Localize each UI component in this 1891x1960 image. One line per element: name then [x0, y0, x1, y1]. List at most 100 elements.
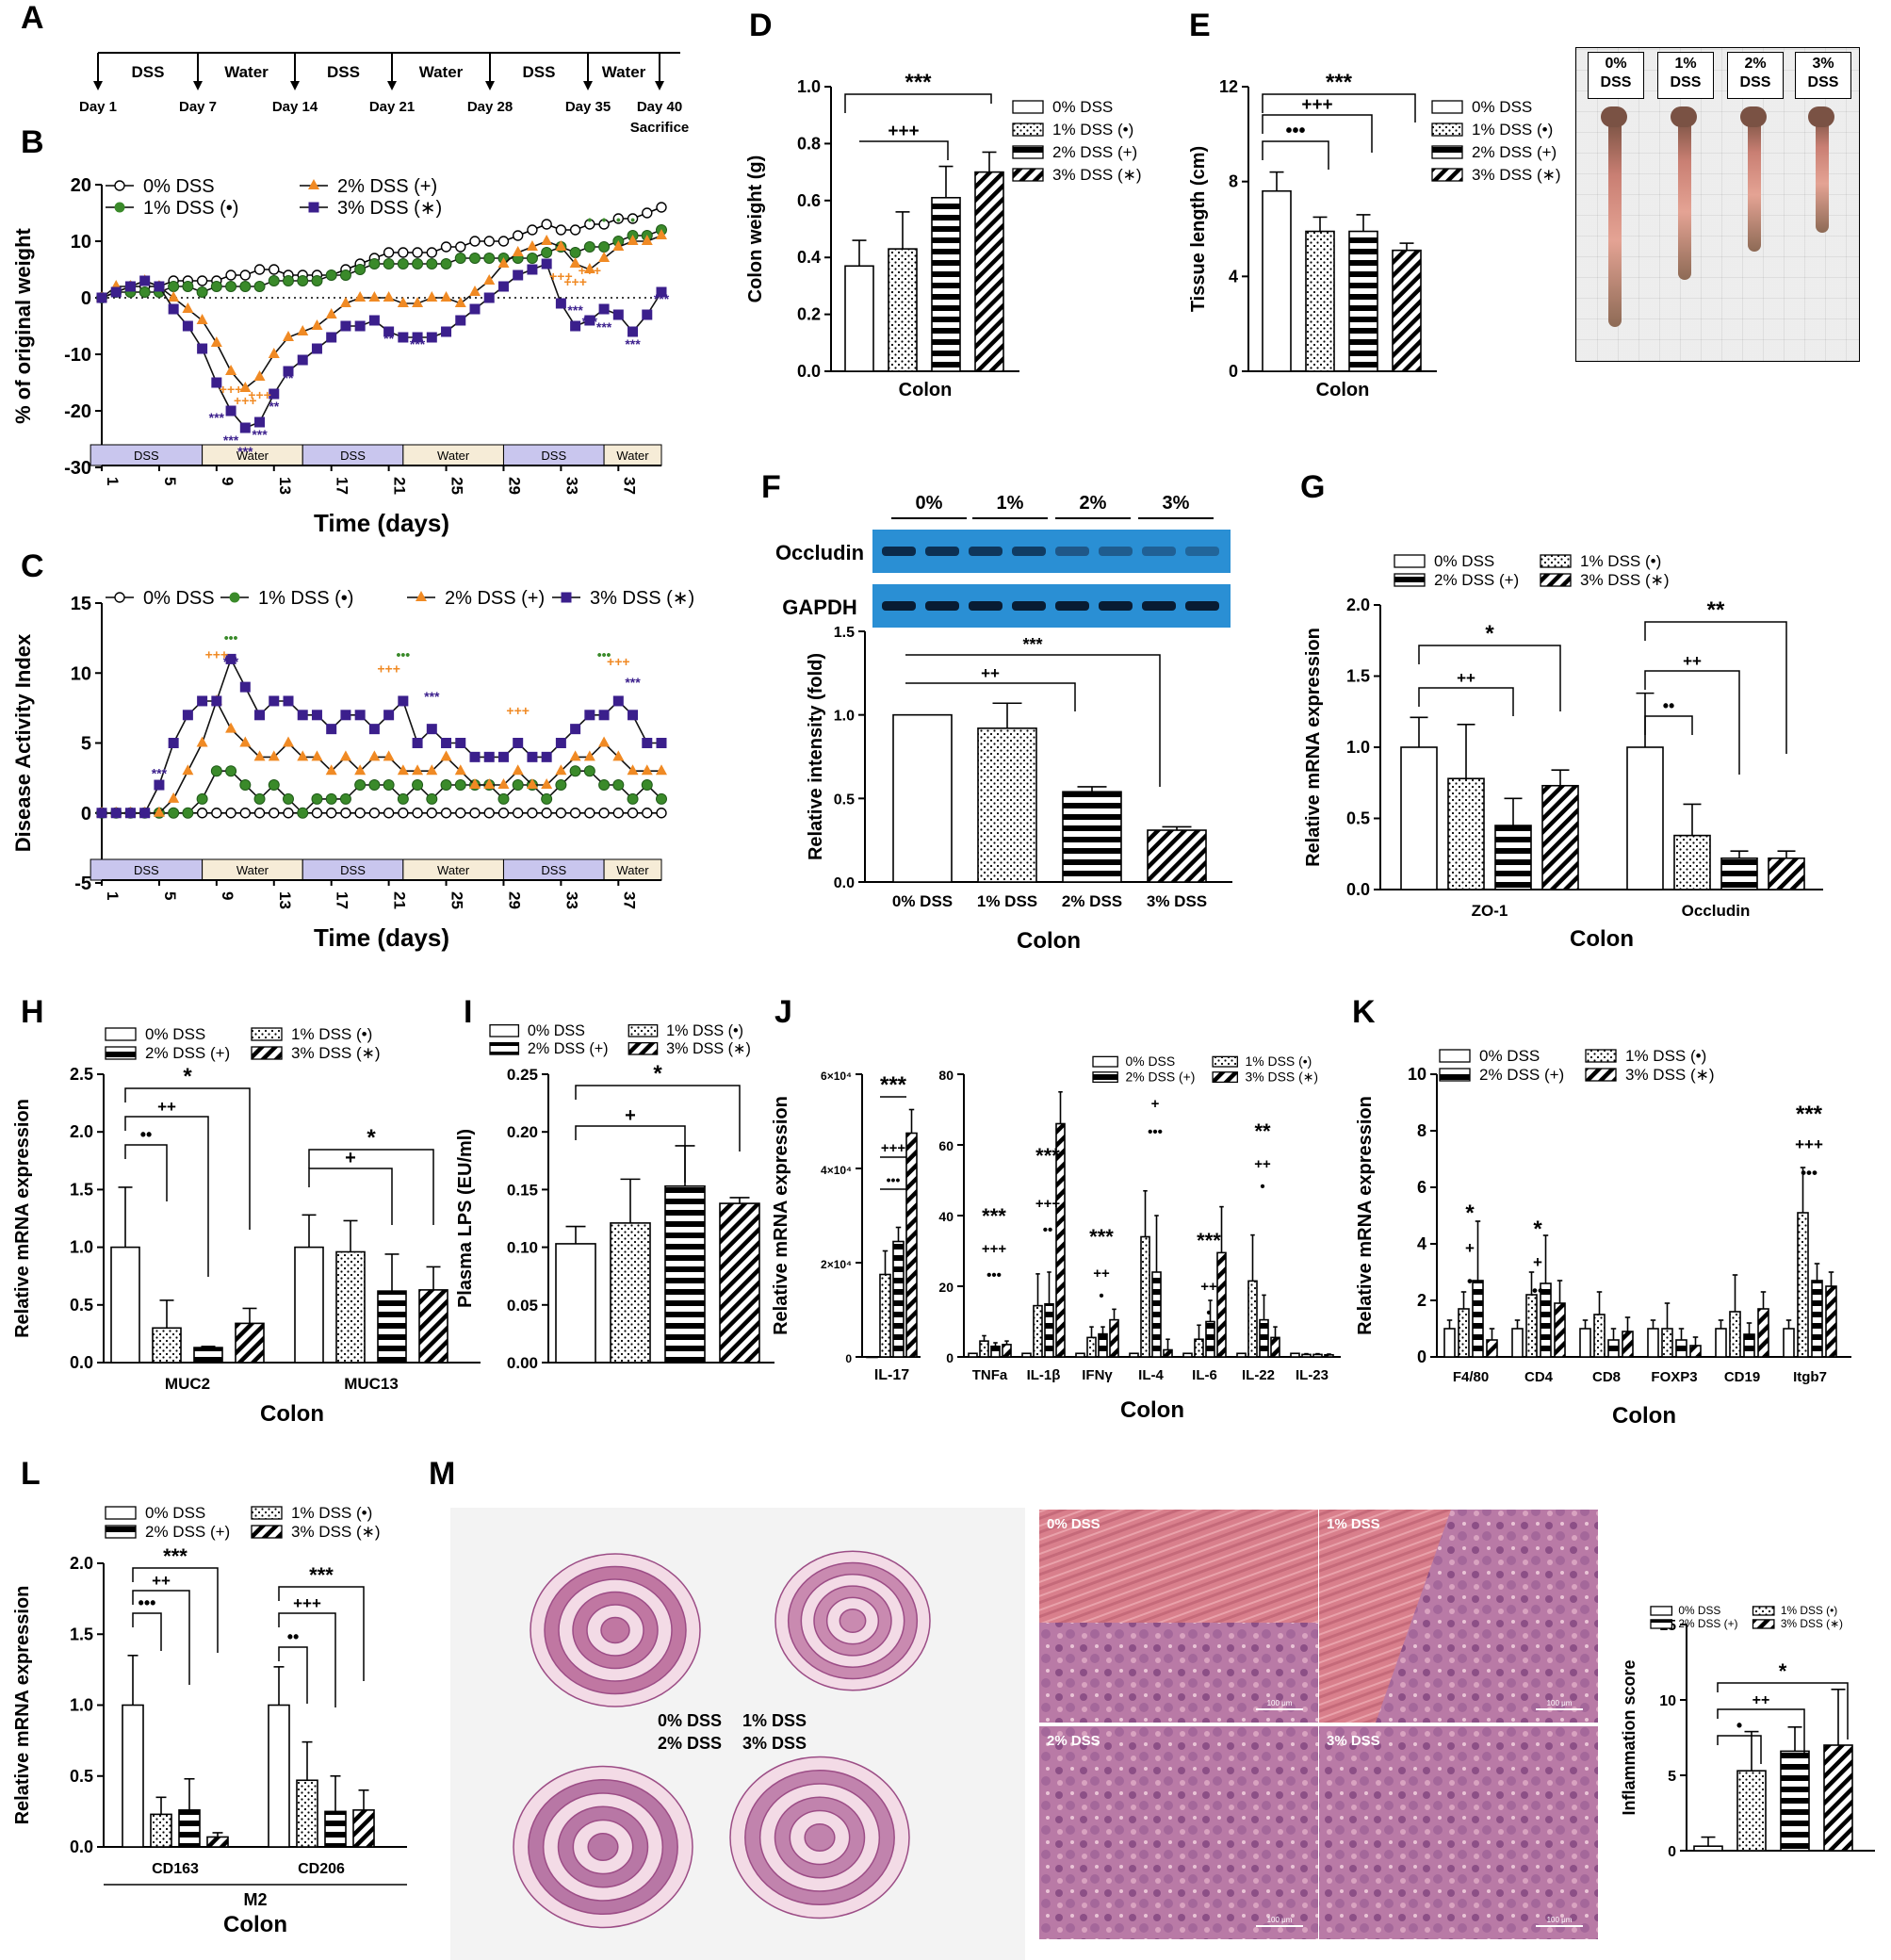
y-axis-label: Colon weight (g): [745, 155, 766, 303]
legend-label: 1% DSS (•): [1580, 552, 1661, 570]
series-point-2: [426, 764, 438, 776]
legend-swatch: [1012, 168, 1044, 182]
legend-label: 2% DSS (+): [145, 1044, 230, 1062]
scale-bar-label: 100 μm: [1267, 1916, 1293, 1924]
series-point-1: [541, 247, 553, 258]
histology-zoom-label: 3% DSS: [1327, 1733, 1380, 1749]
legend-swatch: [1431, 145, 1463, 159]
y-tick-label: 0: [1229, 362, 1238, 381]
y-tick-label: -5: [74, 874, 91, 894]
y-tick-label: 80: [938, 1068, 954, 1083]
bar: [719, 1202, 760, 1364]
series-point-2: [483, 778, 496, 790]
x-tick-label: IL-22: [1242, 1367, 1275, 1383]
series-point-1: [397, 792, 409, 805]
series-point-3: [584, 710, 595, 721]
x-tick-label: 13: [276, 477, 294, 495]
significance-label: ***: [1089, 1225, 1114, 1249]
series-point-1: [268, 275, 280, 286]
series-point-1: [196, 286, 208, 298]
y-tick-label: -10: [64, 345, 91, 366]
y-tick-label: 40: [938, 1209, 954, 1224]
period-band-label: DSS: [340, 449, 366, 463]
significance-label: ++: [1254, 1156, 1271, 1172]
y-axis-label: Relative mRNA expression: [12, 1586, 33, 1825]
series-point-2: [383, 291, 395, 302]
y-axis-label: Relative mRNA expression: [12, 1099, 33, 1338]
x-tick-label: 21: [391, 891, 409, 909]
timeline-segment: DSS: [132, 63, 165, 81]
series-point-0: [440, 808, 452, 819]
y-axis-label: Disease Activity Index: [11, 633, 35, 852]
panel-label-M: M: [429, 1456, 455, 1492]
series-point-3: [239, 422, 251, 433]
significance-label: +++: [888, 122, 919, 141]
series-point-3: [642, 309, 653, 320]
significance-label: ***: [1022, 635, 1042, 654]
x-axis-label: Colon: [1017, 928, 1081, 954]
series-point-3: [182, 710, 193, 721]
significance-marker: ***: [152, 766, 168, 781]
bar: [1392, 249, 1422, 372]
bar: [1062, 791, 1122, 883]
series-point-0: [239, 270, 252, 281]
series-point-1: [598, 779, 611, 792]
significance-bracket: [844, 93, 992, 113]
significance-label: ***: [1326, 70, 1353, 95]
x-tick-label: 9: [219, 891, 236, 900]
series-point-1: [225, 765, 237, 777]
scale-bar-label: 100 μm: [1547, 1916, 1573, 1924]
legend-swatch: [1012, 100, 1044, 114]
y-tick-label: 10: [1408, 1065, 1426, 1084]
y-tick-label: 0.5: [70, 1767, 93, 1786]
cecum-tissue: [1671, 106, 1697, 127]
series-point-0: [497, 808, 510, 819]
significance-marker: **: [269, 399, 279, 414]
y-tick-label: 0.0: [797, 362, 821, 381]
significance-label: ••: [1043, 1222, 1053, 1238]
series-point-1: [454, 779, 466, 792]
series-point-2: [339, 750, 351, 761]
legend-label: 3% DSS (∗): [1472, 166, 1561, 184]
panel-label-E: E: [1189, 8, 1211, 43]
colon-length-photo: 0% DSS 1% DSS 2% DSS 3% DSS: [1575, 47, 1860, 362]
bar: [1443, 1328, 1456, 1358]
timeline-segment: DSS: [327, 63, 360, 81]
x-tick-label: CD8: [1592, 1369, 1621, 1385]
series-point-1: [541, 792, 553, 805]
legend-swatch: [1585, 1068, 1617, 1082]
legend-label: 0% DSS: [143, 588, 215, 609]
legend-label: 3% DSS (∗): [1580, 571, 1670, 589]
timeline-day: Day 14: [272, 99, 318, 115]
bar: [324, 1810, 347, 1848]
significance-marker: ***: [237, 444, 253, 459]
y-tick-label: 6: [1417, 1178, 1426, 1197]
significance-marker: ***: [223, 654, 239, 669]
series-point-0: [398, 247, 409, 258]
series-point-2: [627, 235, 639, 245]
series-point-1: [454, 253, 466, 264]
series-point-2: [153, 806, 165, 817]
legend-symbol: [114, 202, 125, 213]
series-point-3: [398, 332, 409, 343]
bar: [1593, 1314, 1606, 1358]
bar: [152, 1327, 182, 1364]
series-point-2: [656, 229, 667, 239]
significance-marker: ***: [424, 689, 440, 704]
series-point-3: [656, 738, 667, 748]
series-point-3: [124, 808, 136, 819]
significance-label: ++: [1683, 652, 1702, 670]
x-tick-label: 33: [562, 891, 580, 909]
significance-marker: +++: [563, 274, 587, 289]
significance-marker: ***: [654, 291, 670, 306]
series-point-0: [627, 213, 639, 224]
timeline-arrow: [290, 81, 300, 90]
bar: [1109, 1318, 1119, 1358]
legend-label: 1% DSS (•): [1781, 1604, 1837, 1617]
x-tick-label: 9: [219, 477, 236, 485]
bar: [1626, 746, 1664, 890]
bar: [377, 1290, 407, 1364]
group-label: M2: [243, 1890, 267, 1909]
y-tick-label: 0.2: [797, 305, 821, 324]
y-axis-label: Relative mRNA expression: [1355, 1096, 1376, 1335]
